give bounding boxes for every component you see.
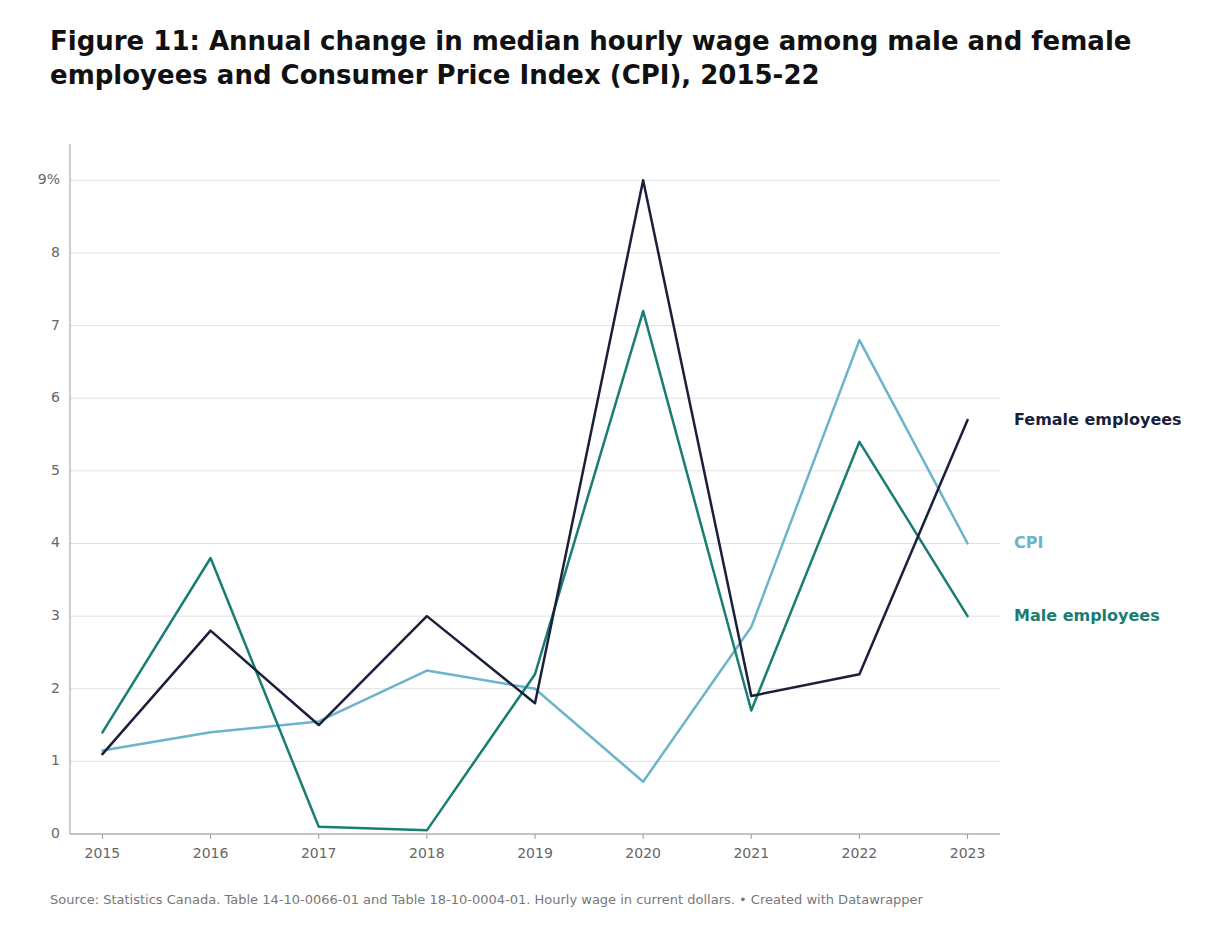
y-tick-label: 1 bbox=[51, 752, 60, 768]
text-line: Source: Statistics Canada. Table 14-10-0… bbox=[50, 892, 924, 907]
grid-line bbox=[70, 252, 1000, 253]
grid-line bbox=[70, 470, 1000, 471]
grid-line bbox=[70, 834, 1000, 835]
chart: Figure 11: Annual change in median hourl… bbox=[0, 0, 1220, 934]
x-tick bbox=[859, 834, 860, 839]
x-tick-label: 2022 bbox=[842, 845, 878, 861]
text-line: Figure 11: Annual change in median hourl… bbox=[50, 26, 1131, 56]
grid-line bbox=[70, 543, 1000, 544]
grid-line bbox=[70, 325, 1000, 326]
series-line bbox=[102, 340, 967, 782]
grid-line bbox=[70, 616, 1000, 617]
x-tick bbox=[535, 834, 536, 839]
text-line: employees and Consumer Price Index (CPI)… bbox=[50, 60, 820, 90]
legend-entry: Female employees bbox=[1014, 410, 1182, 429]
y-tick-label: 3 bbox=[51, 607, 60, 623]
grid-line bbox=[70, 761, 1000, 762]
x-tick-label: 2021 bbox=[733, 845, 769, 861]
x-tick-label: 2015 bbox=[85, 845, 121, 861]
x-tick-label: 2020 bbox=[625, 845, 661, 861]
x-tick bbox=[210, 834, 211, 839]
title: Figure 11: Annual change in median hourl… bbox=[50, 26, 1131, 90]
x-tick-label: 2019 bbox=[517, 845, 553, 861]
y-axis-line bbox=[70, 144, 71, 834]
y-tick-label: 8 bbox=[51, 244, 60, 260]
x-tick bbox=[643, 834, 644, 839]
grid-line bbox=[70, 398, 1000, 399]
x-tick bbox=[426, 834, 427, 839]
y-tick-label: 9% bbox=[38, 171, 60, 187]
y-tick-label: 6 bbox=[51, 389, 60, 405]
y-tick-label: 5 bbox=[51, 462, 60, 478]
series-line bbox=[102, 180, 967, 754]
grid-line bbox=[70, 180, 1000, 181]
x-tick-label: 2016 bbox=[193, 845, 229, 861]
x-tick-label: 2018 bbox=[409, 845, 445, 861]
y-tick-label: 7 bbox=[51, 317, 60, 333]
y-tick-label: 2 bbox=[51, 680, 60, 696]
source: Source: Statistics Canada. Table 14-10-0… bbox=[50, 892, 924, 907]
series-line bbox=[102, 311, 967, 830]
y-grid bbox=[70, 180, 1000, 834]
x-tick bbox=[102, 834, 103, 839]
x-tick bbox=[751, 834, 752, 839]
x-tick-label: 2017 bbox=[301, 845, 337, 861]
legend-entry: CPI bbox=[1014, 533, 1043, 552]
x-tick-label: 2023 bbox=[950, 845, 986, 861]
y-tick-label: 0 bbox=[51, 825, 60, 841]
y-tick-label: 4 bbox=[51, 534, 60, 550]
lines bbox=[102, 180, 967, 830]
x-axis-line bbox=[70, 834, 1000, 835]
x-tick bbox=[318, 834, 319, 839]
legend-entry: Male employees bbox=[1014, 606, 1160, 625]
x-tick bbox=[967, 834, 968, 839]
